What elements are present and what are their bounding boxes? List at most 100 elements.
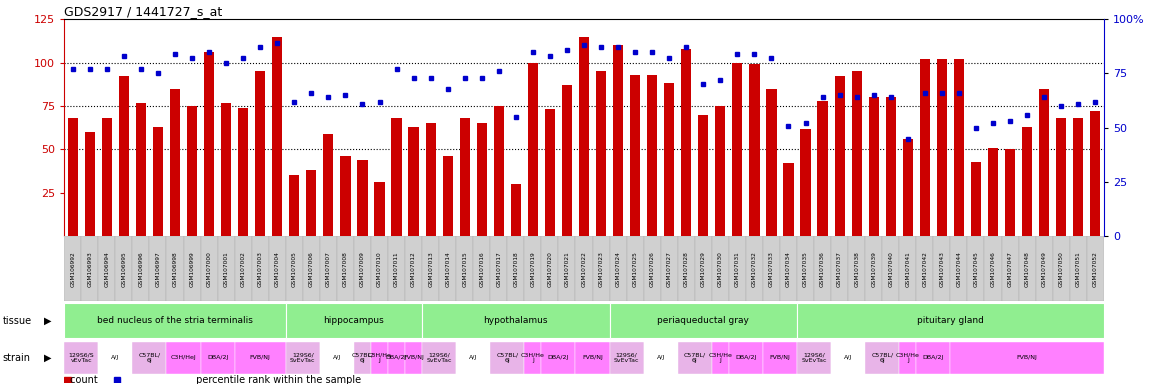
Bar bbox=[834, 76, 844, 236]
Bar bbox=[391, 118, 402, 236]
Text: GSM107016: GSM107016 bbox=[479, 251, 485, 286]
Bar bbox=[1018, 236, 1036, 301]
Text: GSM107030: GSM107030 bbox=[718, 251, 723, 287]
Bar bbox=[917, 342, 951, 374]
Bar bbox=[524, 236, 542, 301]
Text: GSM107018: GSM107018 bbox=[513, 251, 519, 287]
Bar bbox=[711, 236, 729, 301]
Bar bbox=[644, 342, 677, 374]
Bar bbox=[610, 303, 797, 338]
Text: GSM107051: GSM107051 bbox=[1076, 251, 1080, 287]
Bar bbox=[425, 123, 436, 236]
Bar bbox=[64, 342, 98, 374]
Text: tissue: tissue bbox=[2, 316, 32, 326]
Bar bbox=[800, 129, 811, 236]
Text: GSM106998: GSM106998 bbox=[173, 251, 178, 287]
Text: A/J: A/J bbox=[470, 355, 478, 360]
Bar bbox=[153, 127, 164, 236]
Bar bbox=[780, 236, 797, 301]
Bar bbox=[494, 106, 503, 236]
Text: A/J: A/J bbox=[111, 355, 119, 360]
Text: pituitary gland: pituitary gland bbox=[917, 316, 983, 325]
Text: DBA/2J: DBA/2J bbox=[548, 355, 569, 360]
Text: GSM107007: GSM107007 bbox=[326, 251, 331, 287]
Bar bbox=[102, 118, 112, 236]
Text: strain: strain bbox=[2, 353, 30, 363]
Bar bbox=[933, 236, 951, 301]
Bar bbox=[439, 236, 457, 301]
Bar bbox=[320, 236, 336, 301]
Bar bbox=[797, 236, 814, 301]
Text: DBA/2J: DBA/2J bbox=[207, 355, 228, 360]
Bar bbox=[371, 342, 388, 374]
Text: GSM107049: GSM107049 bbox=[1042, 251, 1047, 287]
Text: GSM107012: GSM107012 bbox=[411, 251, 416, 287]
Bar bbox=[388, 342, 405, 374]
Bar bbox=[1004, 149, 1015, 236]
Bar bbox=[459, 118, 470, 236]
Text: C3H/He
J: C3H/He J bbox=[521, 352, 544, 363]
Text: GSM107006: GSM107006 bbox=[308, 251, 314, 287]
Text: GSM107010: GSM107010 bbox=[377, 251, 382, 287]
Bar bbox=[647, 75, 658, 236]
Text: FVB/NJ: FVB/NJ bbox=[250, 355, 271, 360]
Text: hypothalamus: hypothalamus bbox=[484, 316, 548, 325]
Bar bbox=[695, 236, 711, 301]
Bar bbox=[354, 236, 371, 301]
Bar bbox=[967, 236, 985, 301]
Bar bbox=[324, 134, 334, 236]
Bar bbox=[729, 342, 763, 374]
Bar bbox=[951, 342, 1104, 374]
Bar bbox=[524, 342, 542, 374]
Bar bbox=[269, 236, 286, 301]
Text: GSM107001: GSM107001 bbox=[223, 251, 229, 287]
Bar bbox=[1070, 236, 1086, 301]
Bar bbox=[562, 85, 572, 236]
Text: FVB/NJ: FVB/NJ bbox=[770, 355, 791, 360]
Text: GSM107039: GSM107039 bbox=[871, 251, 876, 287]
Bar bbox=[715, 106, 725, 236]
Bar bbox=[766, 89, 777, 236]
Text: GSM107041: GSM107041 bbox=[905, 251, 910, 287]
Bar bbox=[576, 236, 592, 301]
Bar bbox=[544, 109, 555, 236]
Text: GSM107011: GSM107011 bbox=[394, 251, 399, 286]
Bar bbox=[217, 236, 235, 301]
Text: GSM107019: GSM107019 bbox=[530, 251, 535, 287]
Bar bbox=[443, 156, 453, 236]
Bar bbox=[457, 236, 473, 301]
Bar bbox=[1056, 118, 1066, 236]
Bar bbox=[630, 75, 640, 236]
Bar bbox=[183, 236, 201, 301]
Bar bbox=[677, 236, 695, 301]
Text: GSM106993: GSM106993 bbox=[88, 251, 92, 287]
Text: C3H/He
J: C3H/He J bbox=[368, 352, 391, 363]
Text: GSM107031: GSM107031 bbox=[735, 251, 739, 287]
Bar bbox=[814, 236, 832, 301]
Text: C57BL/
6J: C57BL/ 6J bbox=[138, 352, 160, 363]
Bar bbox=[1001, 236, 1018, 301]
Text: C3H/He
J: C3H/He J bbox=[896, 352, 919, 363]
Bar bbox=[985, 236, 1001, 301]
Bar bbox=[457, 342, 491, 374]
Bar bbox=[661, 236, 677, 301]
Text: GSM107036: GSM107036 bbox=[820, 251, 825, 287]
Bar bbox=[729, 236, 746, 301]
Text: GSM107028: GSM107028 bbox=[683, 251, 689, 287]
Bar bbox=[167, 236, 183, 301]
Bar bbox=[919, 59, 930, 236]
Text: GSM107045: GSM107045 bbox=[973, 251, 979, 287]
Bar bbox=[613, 45, 624, 236]
Bar bbox=[422, 342, 457, 374]
Bar bbox=[610, 236, 626, 301]
Text: 129S6/S
vEvTac: 129S6/S vEvTac bbox=[69, 352, 95, 363]
Text: GSM107032: GSM107032 bbox=[752, 251, 757, 287]
Bar bbox=[510, 184, 521, 236]
Bar bbox=[865, 236, 882, 301]
Text: GSM107013: GSM107013 bbox=[429, 251, 433, 287]
Bar bbox=[832, 236, 848, 301]
Bar bbox=[187, 106, 197, 236]
Text: GSM106992: GSM106992 bbox=[70, 251, 75, 287]
Text: GSM107015: GSM107015 bbox=[463, 251, 467, 287]
Bar bbox=[677, 342, 711, 374]
